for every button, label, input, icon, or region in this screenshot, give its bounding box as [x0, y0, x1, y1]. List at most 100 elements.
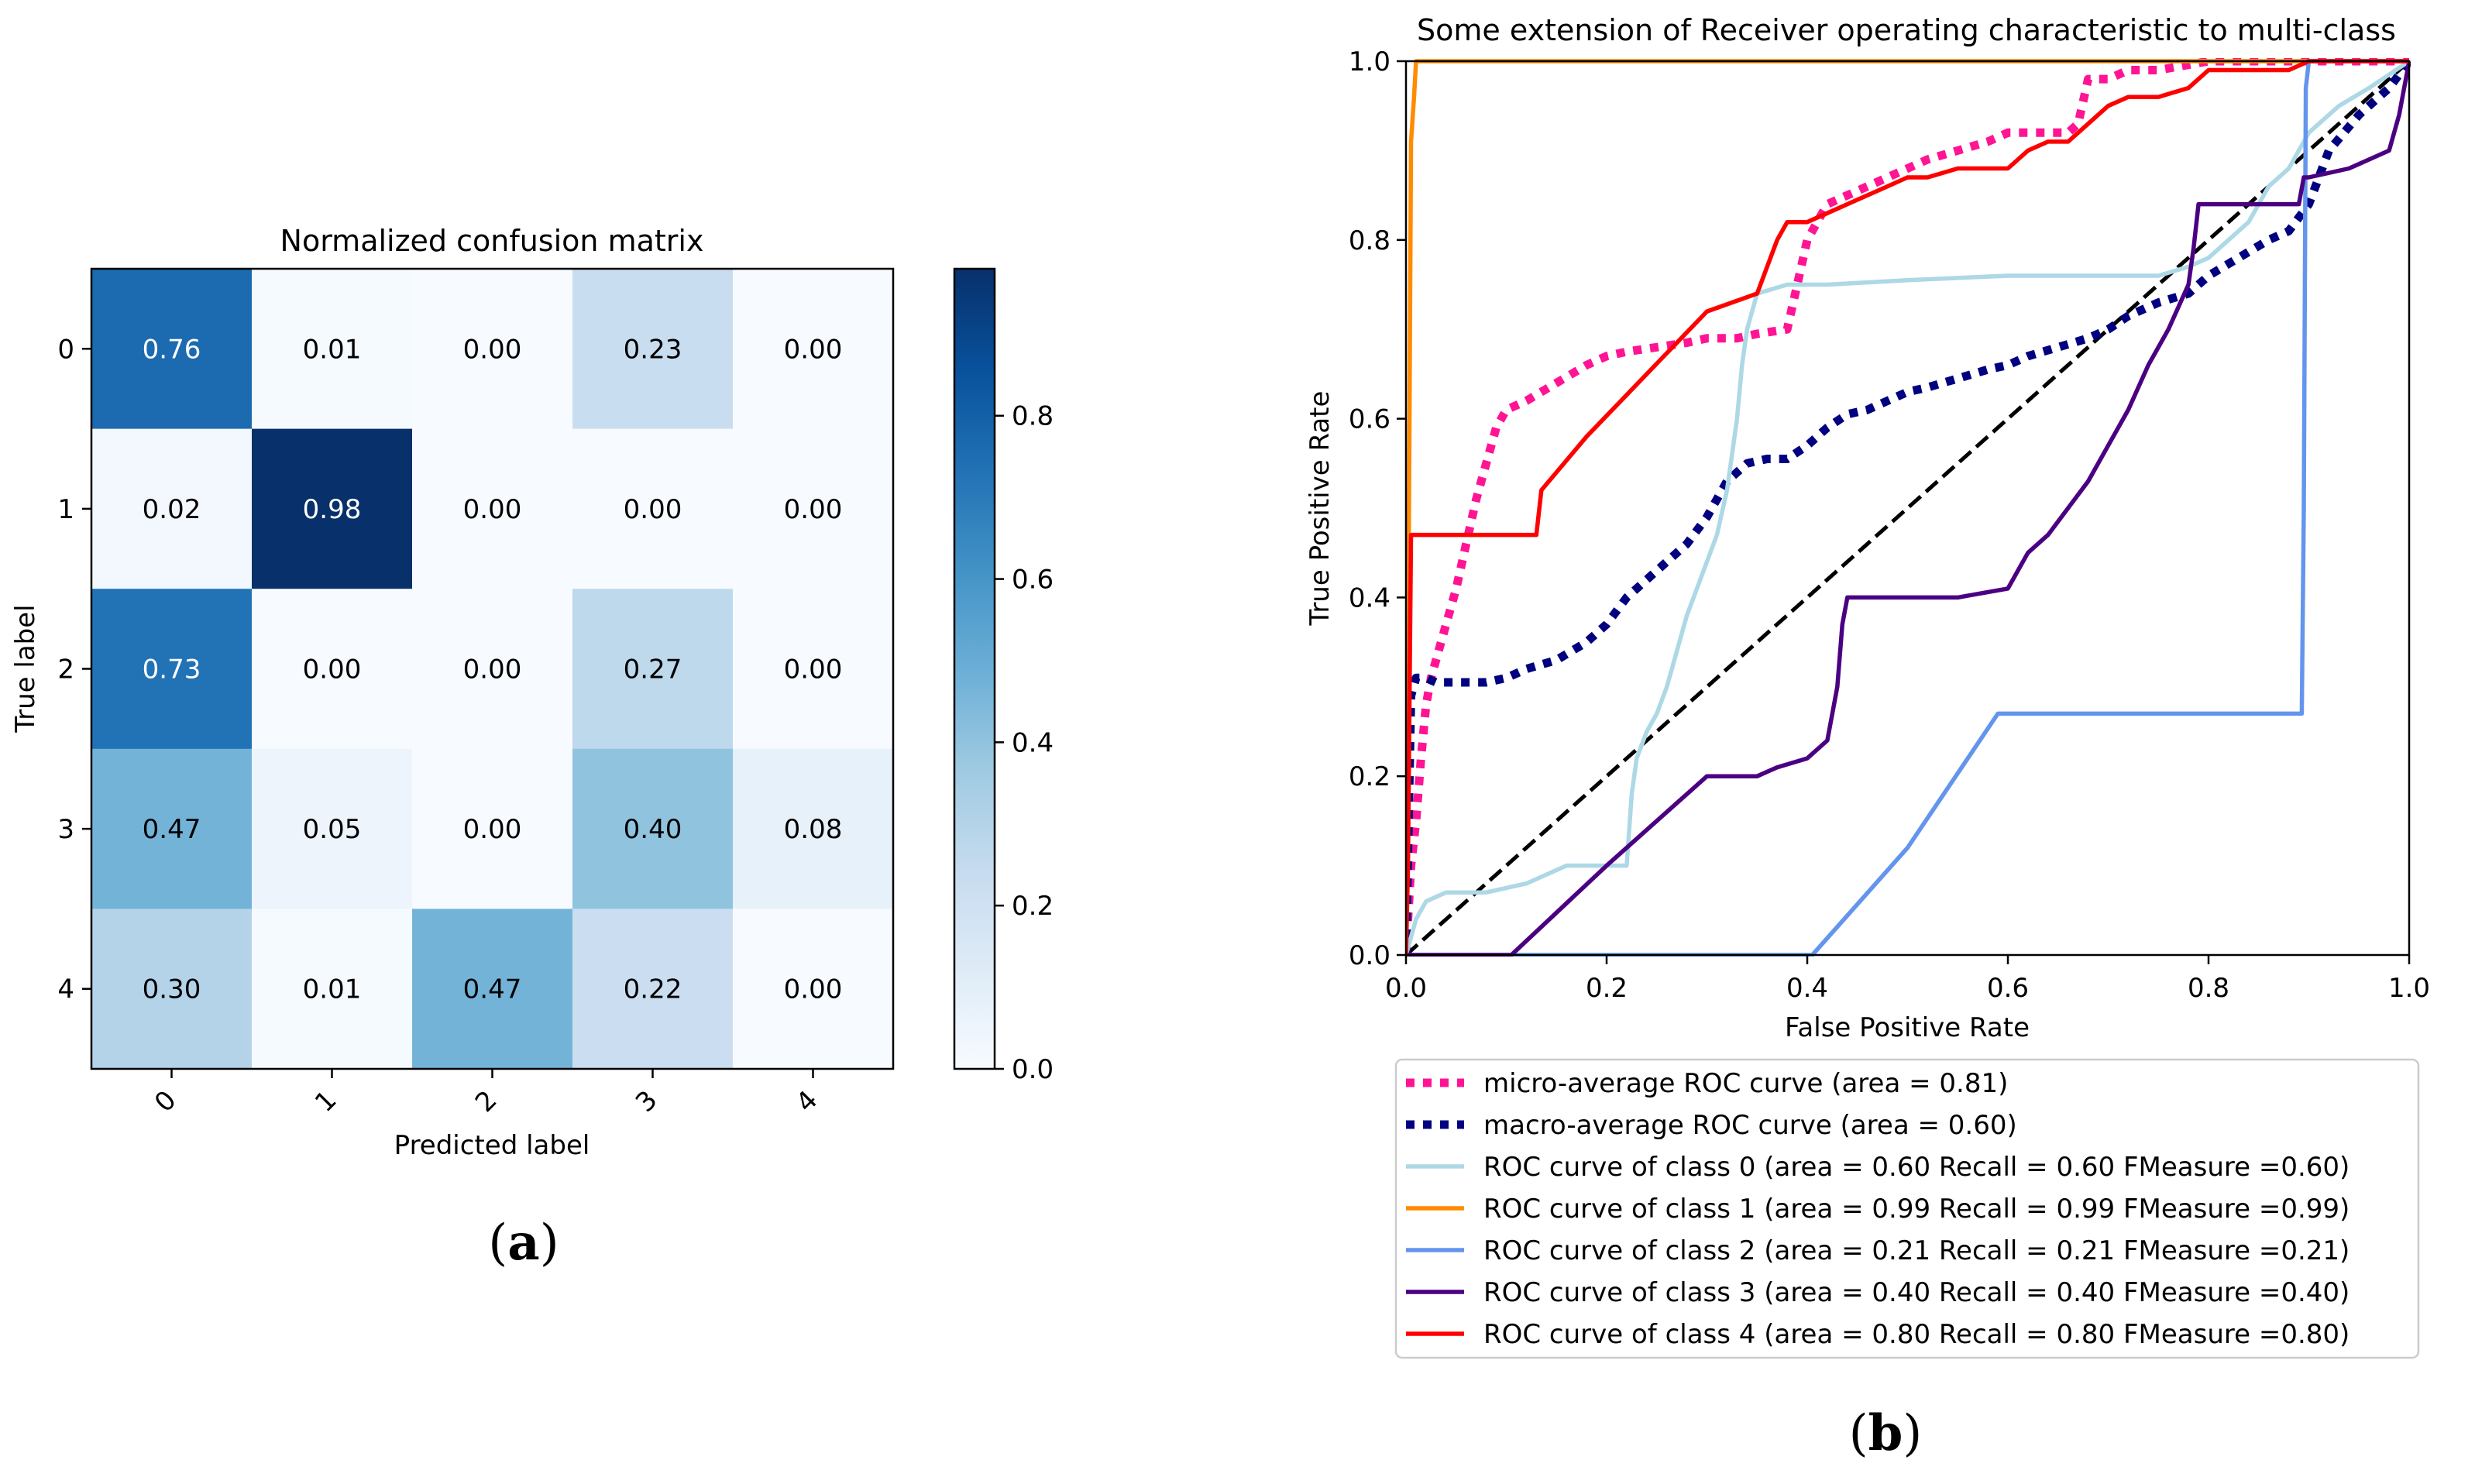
roc-x-tick-label: 0.6: [1987, 973, 2029, 1004]
roc-x-tick-label: 0.0: [1385, 973, 1427, 1004]
colorbar-tick-label: 0.2: [1012, 891, 1054, 922]
colorbar-tick-label: 0.6: [1012, 565, 1054, 596]
cm-ylabel: True label: [10, 604, 41, 733]
cm-cell: [91, 748, 253, 909]
roc-title: Some extension of Receiver operating cha…: [1417, 13, 2396, 47]
cm-cell-label: 0.47: [463, 974, 522, 1005]
cm-cell-label: 0.00: [303, 654, 362, 685]
cm-cell: [412, 748, 573, 909]
roc-lines: [1406, 58, 2411, 957]
cm-cell: [252, 428, 413, 589]
cm-cell-label: 0.01: [303, 334, 362, 365]
roc-ylabel: True Positive Rate: [1305, 391, 1335, 627]
legend-label: ROC curve of class 2 (area = 0.21 Recall…: [1483, 1235, 2350, 1266]
cm-cell: [412, 269, 573, 430]
cm-cell: [572, 428, 734, 589]
cm-cell-label: 0.00: [463, 494, 522, 525]
roc-y-tick-label: 1.0: [1349, 46, 1390, 77]
panel-label-a: (a): [488, 1214, 559, 1272]
cm-y-tick-label: 1: [57, 494, 74, 525]
cm-x-tick-label: 3: [630, 1084, 664, 1118]
roc-xlabel: False Positive Rate: [1785, 1012, 2030, 1043]
roc-series-line: [1406, 58, 2409, 956]
cm-cell-label: 0.00: [463, 654, 522, 685]
cm-cell-label: 0.00: [784, 334, 843, 365]
legend-label: ROC curve of class 0 (area = 0.60 Recall…: [1483, 1152, 2350, 1183]
legend-label: macro-average ROC curve (area = 0.60): [1483, 1110, 2017, 1141]
legend-label: ROC curve of class 3 (area = 0.40 Recall…: [1483, 1277, 2350, 1308]
cm-y-tick-label: 0: [57, 334, 74, 365]
roc-y-tick-label: 0.2: [1349, 761, 1390, 792]
cm-x-tick-label: 1: [309, 1084, 343, 1118]
cm-cell-label: 0.08: [784, 814, 843, 845]
legend-label: ROC curve of class 4 (area = 0.80 Recall…: [1483, 1319, 2350, 1350]
cm-x-tick-label: 4: [790, 1084, 824, 1118]
cm-y-tick-label: 4: [57, 974, 74, 1005]
cm-cell: [733, 909, 894, 1070]
roc-series-line: [1406, 59, 2409, 956]
roc-series-line: [1406, 60, 2411, 957]
cm-xlabel: Predicted label: [394, 1130, 590, 1161]
cm-title: Normalized confusion matrix: [280, 224, 704, 258]
cm-cell-label: 0.01: [303, 974, 362, 1005]
cm-cell-label: 0.98: [303, 494, 362, 525]
cm-y-tick-label: 3: [57, 814, 74, 845]
roc-y-tick-label: 0.0: [1349, 940, 1390, 971]
cm-cell: [252, 589, 413, 750]
roc-x-tick-label: 0.8: [2188, 973, 2229, 1004]
roc-x-tick-label: 0.2: [1586, 973, 1628, 1004]
roc-panel: Some extension of Receiver operating cha…: [1305, 13, 2430, 1359]
roc-series-line: [1406, 58, 2411, 956]
roc-x-tick-label: 0.4: [1786, 973, 1828, 1004]
roc-series-line: [1406, 59, 2409, 957]
roc-y-tick-label: 0.8: [1349, 225, 1390, 256]
cm-cell-label: 0.00: [463, 334, 522, 365]
legend-frame: [1394, 1058, 2420, 1359]
cm-cell-label: 0.73: [143, 654, 201, 685]
cm-cell: [733, 269, 894, 430]
cm-cell-label: 0.00: [784, 494, 843, 525]
roc-x-ticks: 0.0 0.2 0.4 0.6 0.8 1.0: [1385, 955, 2430, 1004]
cm-cells: 0.76 0.01 0.00 0.23 0.00 0.02 0.98 0.00 0.00 0.00…: [91, 269, 894, 1070]
cm-cell-label: 0.40: [624, 814, 682, 845]
cm-x-tick-label: 2: [469, 1084, 504, 1118]
cm-cell: [572, 748, 734, 909]
roc-y-tick-label: 0.6: [1349, 404, 1390, 435]
legend-label: ROC curve of class 1 (area = 0.99 Recall…: [1483, 1194, 2350, 1225]
cm-cell: [91, 909, 253, 1070]
cm-cell: [252, 269, 413, 430]
colorbar-ticks: 0.0 0.2 0.4 0.6 0.8: [995, 401, 1054, 1085]
cm-x-ticks: 0 1 2 3 4: [149, 1069, 824, 1118]
cm-cell-label: 0.27: [624, 654, 682, 685]
confusion-matrix-panel: Normalized confusion matrix 0.76 0.01 0.00…: [10, 224, 1054, 1161]
cm-cell-label: 0.00: [463, 814, 522, 845]
cm-cell: [252, 909, 413, 1070]
roc-frame: [1404, 60, 2411, 957]
cm-cell-label: 0.02: [143, 494, 201, 525]
cm-cell: [91, 269, 253, 430]
cm-cell: [733, 428, 894, 589]
cm-cell-label: 0.00: [784, 974, 843, 1005]
cm-cell: [733, 589, 894, 750]
roc-series-line: [1406, 59, 2409, 956]
colorbar-tick-label: 0.8: [1012, 401, 1054, 432]
cm-cell: [91, 428, 253, 589]
roc-diagonal-line: [1406, 60, 2411, 957]
cm-cell: [572, 269, 734, 430]
cm-cell: [572, 589, 734, 750]
cm-cell-label: 0.23: [624, 334, 682, 365]
colorbar-tick-label: 0.4: [1012, 727, 1054, 758]
cm-cell: [252, 748, 413, 909]
colorbar: [953, 267, 996, 1070]
roc-y-ticks: 0.0 0.2 0.4 0.6 0.8 1.0: [1349, 46, 1406, 971]
roc-series-line: [1406, 59, 2411, 956]
cm-cell: [412, 428, 573, 589]
roc-legend: micro-average ROC curve (area = 0.81) mac…: [1394, 1058, 2420, 1359]
cm-y-tick-label: 2: [57, 654, 74, 685]
cm-cell-label: 0.47: [143, 814, 201, 845]
colorbar-tick-label: 0.0: [1012, 1054, 1054, 1085]
cm-cell-label: 0.30: [143, 974, 201, 1005]
cm-cell-label: 0.00: [624, 494, 682, 525]
roc-y-tick-label: 0.4: [1349, 582, 1390, 613]
